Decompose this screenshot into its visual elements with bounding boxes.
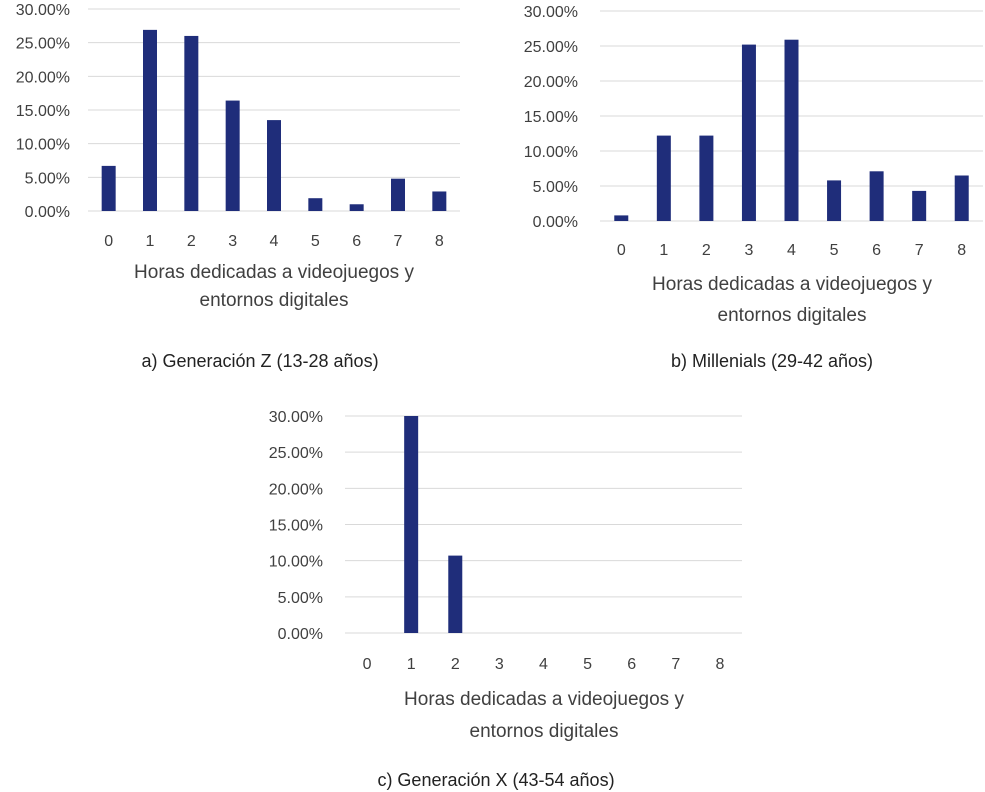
bar-7: [391, 178, 405, 211]
chart-generacion-x: 0.00%5.00%10.00%15.00%20.00%25.00%30.00%…: [269, 409, 742, 790]
bar-7: [912, 190, 927, 221]
x-tick-label: 8: [957, 242, 966, 259]
bar-2: [448, 555, 463, 633]
y-tick-label: 10.00%: [524, 144, 578, 161]
y-tick-label: 30.00%: [16, 2, 70, 19]
y-tick-label: 15.00%: [269, 518, 323, 535]
x-tick-label: 6: [872, 242, 881, 259]
x-tick-labels: 0 1 2 3 4 5 6 7 8: [104, 233, 444, 250]
x-tick-label: 8: [715, 656, 724, 673]
x-tick-label: 5: [583, 656, 592, 673]
bar-1: [143, 29, 157, 211]
y-tick-label: 25.00%: [524, 39, 578, 56]
x-tick-labels: 0 1 2 3 4 5 6 7 8: [617, 242, 966, 259]
x-tick-label: 3: [744, 242, 753, 259]
x-tick-label: 1: [146, 233, 155, 250]
x-tick-label: 1: [659, 242, 668, 259]
y-tick-label: 0.00%: [533, 214, 578, 231]
bar-6: [869, 171, 884, 221]
x-tick-label: 4: [539, 656, 548, 673]
bar-3: [225, 100, 240, 211]
x-tick-label: 1: [407, 656, 416, 673]
chart-caption: b) Millenials (29-42 años): [671, 351, 873, 371]
bar-0: [614, 215, 629, 221]
bar-1: [656, 135, 671, 221]
y-tick-label: 30.00%: [269, 409, 323, 426]
bar-0: [101, 165, 116, 211]
y-tick-label: 0.00%: [25, 204, 70, 221]
x-tick-label: 7: [394, 233, 403, 250]
bars: [614, 39, 969, 222]
y-tick-label: 5.00%: [278, 590, 323, 607]
x-axis-title-line1: Horas dedicadas a videojuegos y: [404, 689, 684, 710]
x-tick-label: 2: [451, 656, 460, 673]
y-tick-label: 20.00%: [524, 74, 578, 91]
x-tick-label: 4: [787, 242, 796, 259]
x-tick-label: 6: [352, 233, 361, 250]
chart-millenials: 0.00%5.00%10.00%15.00%20.00%25.00%30.00%…: [524, 4, 983, 371]
y-tick-label: 10.00%: [16, 137, 70, 154]
bar-4: [267, 120, 281, 211]
bars: [404, 416, 463, 633]
y-tick-labels: 0.00% 5.00% 10.00% 15.00% 20.00% 25.00% 30.00%: [269, 409, 323, 643]
bar-2: [184, 35, 199, 211]
x-tick-label: 0: [104, 233, 113, 250]
chart-caption: c) Generación X (43-54 años): [377, 770, 614, 790]
bar-6: [349, 204, 364, 211]
x-tick-label: 7: [671, 656, 680, 673]
bar-2: [699, 135, 714, 221]
bar-4: [784, 39, 799, 222]
y-tick-label: 10.00%: [269, 554, 323, 571]
bar-5: [827, 180, 842, 221]
x-tick-labels: 0 1 2 3 4 5 6 7 8: [363, 656, 725, 673]
y-tick-label: 30.00%: [524, 4, 578, 21]
y-tick-label: 5.00%: [533, 179, 578, 196]
y-tick-labels: 0.00% 5.00% 10.00% 15.00% 20.00% 25.00% 30.00%: [16, 2, 70, 221]
x-tick-label: 2: [702, 242, 711, 259]
x-tick-label: 2: [187, 233, 196, 250]
x-axis-title-line2: entornos digitales: [718, 305, 867, 326]
y-tick-label: 0.00%: [278, 626, 323, 643]
y-tick-label: 5.00%: [25, 170, 70, 187]
y-tick-label: 25.00%: [16, 36, 70, 53]
x-tick-label: 4: [270, 233, 279, 250]
chart-caption: a) Generación Z (13-28 años): [141, 351, 378, 371]
y-tick-label: 15.00%: [524, 109, 578, 126]
bar-8: [432, 191, 447, 211]
x-axis-title-line1: Horas dedicadas a videojuegos y: [134, 262, 414, 283]
y-tick-label: 20.00%: [269, 481, 323, 498]
bar-8: [954, 175, 969, 221]
y-tick-label: 25.00%: [269, 445, 323, 462]
chart-generacion-z: 0.00%5.00%10.00%15.00%20.00%25.00%30.00%…: [16, 2, 460, 371]
x-tick-label: 8: [435, 233, 444, 250]
x-tick-label: 3: [495, 656, 504, 673]
x-axis-title-line2: entornos digitales: [470, 721, 619, 742]
bar-3: [741, 44, 756, 221]
x-tick-label: 5: [830, 242, 839, 259]
x-tick-label: 7: [915, 242, 924, 259]
bar-1: [404, 416, 419, 633]
x-axis-title-line1: Horas dedicadas a videojuegos y: [652, 274, 932, 295]
y-tick-label: 15.00%: [16, 103, 70, 120]
x-tick-label: 0: [363, 656, 372, 673]
x-tick-label: 5: [311, 233, 320, 250]
x-tick-label: 6: [627, 656, 636, 673]
y-tick-label: 20.00%: [16, 69, 70, 86]
bars: [101, 29, 447, 211]
x-axis-title-line2: entornos digitales: [200, 290, 349, 311]
bar-5: [308, 198, 323, 211]
y-tick-labels: 0.00% 5.00% 10.00% 15.00% 20.00% 25.00% 30.00%: [524, 4, 578, 231]
x-tick-label: 0: [617, 242, 626, 259]
x-tick-label: 3: [228, 233, 237, 250]
